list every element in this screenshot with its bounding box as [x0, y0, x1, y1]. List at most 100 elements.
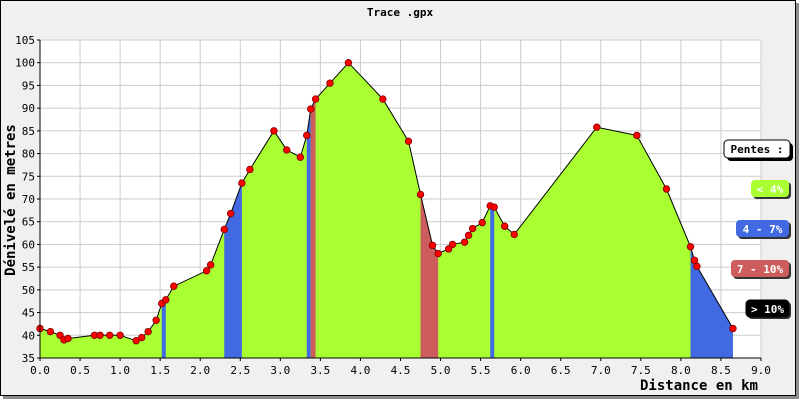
- y-tick-label-3: 50: [22, 284, 35, 297]
- y-tick-label-8: 75: [22, 170, 35, 183]
- legend-swatch-2: [731, 260, 789, 277]
- y-tick-label-6: 65: [22, 216, 35, 229]
- legend-entry-3: > 10%: [745, 299, 791, 319]
- y-tick-label-1: 40: [22, 329, 35, 342]
- data-point-45: [593, 123, 601, 131]
- data-point-20: [238, 179, 246, 187]
- legend-label-3: > 10%: [751, 303, 784, 316]
- legend-swatch-1: [736, 220, 789, 237]
- legend-entry-0: < 4%: [751, 180, 791, 199]
- x-tick-label-18: 9.0: [751, 364, 771, 377]
- data-point-46: [633, 131, 641, 140]
- x-tick-label-3: 1.5: [150, 364, 170, 377]
- data-point-27: [311, 95, 320, 103]
- legend-label-0: < 4%: [757, 183, 784, 196]
- data-point-32: [416, 190, 425, 199]
- legend-swatch-3: [745, 299, 790, 318]
- y-axis-label: Dénivelé en metres: [3, 124, 19, 276]
- x-tick-label-6: 3.0: [270, 364, 290, 377]
- data-point-43: [500, 222, 509, 230]
- y-tick-label-4: 55: [22, 261, 35, 274]
- data-point-36: [448, 240, 457, 249]
- data-point-17: [206, 261, 215, 269]
- data-point-16: [202, 267, 211, 275]
- legend-label-1: 4 - 7%: [743, 223, 783, 236]
- data-point-48: [686, 242, 695, 251]
- profile-polyline: [39, 61, 734, 342]
- y-tick-labels: 35 40 45 50 55 60 65 70 75 80 85 90 95 100 105: [15, 34, 40, 365]
- x-tick-label-16: 8.0: [671, 364, 691, 377]
- data-point-30: [379, 95, 387, 103]
- y-tick-label-10: 85: [22, 125, 35, 138]
- y-tick-label-14: 105: [15, 34, 35, 47]
- x-tick-label-12: 6.0: [511, 364, 531, 377]
- data-point-38: [464, 231, 473, 240]
- x-tick-label-10: 5.0: [431, 364, 451, 377]
- x-axis-label: Distance en km: [640, 378, 758, 394]
- data-point-22: [270, 127, 278, 135]
- data-point-12: [152, 316, 160, 324]
- slope-segment-0: [161, 299, 166, 358]
- data-point-40: [478, 218, 486, 227]
- data-point-21: [246, 165, 254, 174]
- data-point-10: [138, 333, 146, 342]
- x-tick-label-17: 8.5: [711, 364, 731, 377]
- legend: Pentes : < 4% 4 - 7% 7 - 10% > 10%: [723, 139, 793, 319]
- data-point-31: [404, 137, 413, 146]
- data-point-25: [303, 131, 311, 140]
- data-point-19: [226, 209, 235, 218]
- x-tick-label-4: 2.0: [190, 364, 210, 377]
- y-tick-label-5: 60: [22, 238, 35, 251]
- x-tick-label-2: 1.0: [110, 364, 130, 377]
- chart-title: Trace .gpx: [367, 6, 434, 19]
- data-point-24: [296, 153, 305, 161]
- y-tick-label-11: 90: [22, 102, 35, 115]
- slope-segment-5: [490, 205, 495, 358]
- legend-swatch-0: [751, 180, 789, 197]
- legend-title-bg: [723, 139, 791, 159]
- data-point-6: [96, 331, 104, 339]
- data-point-1: [46, 327, 55, 336]
- legend-entry-1: 4 - 7%: [736, 220, 791, 239]
- x-tick-label-1: 0.5: [70, 364, 90, 377]
- data-point-18: [220, 225, 228, 234]
- data-point-7: [105, 331, 114, 339]
- data-point-37: [460, 238, 469, 246]
- y-tick-label-7: 70: [22, 193, 35, 206]
- data-point-42: [490, 203, 498, 211]
- slope-segment-1: [224, 183, 242, 358]
- y-tick-label-0: 35: [22, 352, 35, 365]
- slope-segment-3: [310, 99, 316, 359]
- x-tick-label-13: 6.5: [551, 364, 571, 377]
- legend-title-box: Pentes :: [723, 139, 793, 161]
- data-point-29: [344, 59, 353, 67]
- slope-fills: [40, 62, 733, 359]
- data-point-14: [162, 296, 170, 304]
- x-tick-label-14: 7.0: [591, 364, 611, 377]
- data-point-47: [662, 185, 671, 193]
- y-tick-label-13: 100: [15, 57, 35, 70]
- area-base: [40, 62, 733, 358]
- legend-label-2: 7 - 10%: [737, 263, 784, 276]
- data-point-26: [307, 105, 315, 113]
- x-tick-label-11: 5.5: [471, 364, 491, 377]
- x-tick-label-8: 4.0: [351, 364, 371, 377]
- data-point-8: [116, 331, 124, 339]
- data-point-39: [468, 224, 477, 233]
- data-point-34: [434, 249, 442, 258]
- legend-title: Pentes :: [731, 143, 784, 156]
- y-tick-label-2: 45: [22, 307, 35, 320]
- x-tick-labels: 0.0 0.5 1.0 1.5 2.0 2.5 3.0 3.5 4.0 4.5 5.0 5.5 6.0 6…: [30, 358, 771, 377]
- y-tick-label-9: 80: [22, 148, 35, 161]
- data-point-9: [132, 337, 140, 345]
- data-point-4: [64, 334, 72, 343]
- slope-segment-6: [690, 246, 733, 358]
- data-points: [36, 59, 737, 345]
- legend-entry-2: 7 - 10%: [731, 260, 791, 279]
- data-point-44: [510, 230, 518, 239]
- x-tick-label-5: 2.5: [230, 364, 250, 377]
- x-tick-label-0: 0.0: [30, 364, 50, 377]
- x-tick-label-9: 4.5: [391, 364, 411, 377]
- data-point-15: [170, 282, 178, 290]
